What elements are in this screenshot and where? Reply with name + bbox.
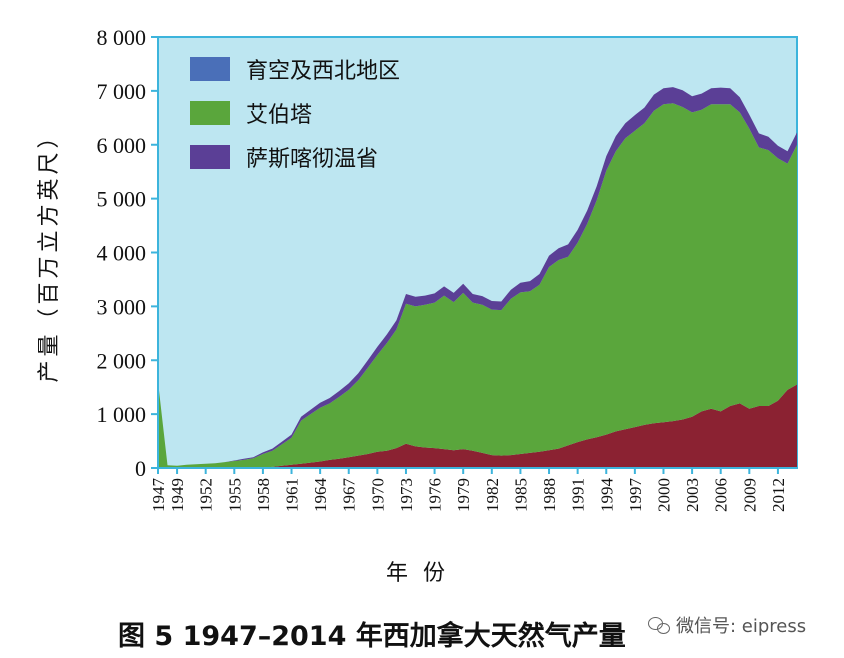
x-tick-label: 1994 xyxy=(597,478,616,513)
x-tick-label: 1979 xyxy=(454,478,473,512)
x-tick-label: 1985 xyxy=(511,478,530,512)
watermark: 微信号: eipress xyxy=(648,612,806,638)
x-axis: 1947 1949 1952 1955 1958 1961 1964 1967 1970 1973… xyxy=(149,467,797,513)
watermark-text: 微信号: eipress xyxy=(676,616,807,637)
x-tick-label: 2000 xyxy=(655,478,674,512)
x-tick-label: 1997 xyxy=(626,478,645,513)
wechat-icon xyxy=(648,617,670,634)
y-tick-label: 0 xyxy=(135,456,146,481)
legend-label: 艾伯塔 xyxy=(246,103,312,128)
x-tick-label: 1991 xyxy=(569,478,588,512)
legend-swatch xyxy=(190,145,230,169)
chart-svg: 0 1 000 2 000 3 000 4 000 5 000 6 000 7 000 8 00… xyxy=(37,25,798,586)
x-tick-label: 1955 xyxy=(225,478,244,512)
x-tick-label: 1982 xyxy=(483,478,502,512)
legend-swatch xyxy=(190,101,230,125)
y-axis: 0 1 000 2 000 3 000 4 000 5 000 6 000 7 000 8 00… xyxy=(97,25,159,481)
x-tick-label: 1947 xyxy=(149,478,168,513)
area-series-group xyxy=(158,87,797,469)
x-tick-label: 1988 xyxy=(540,478,559,512)
y-tick-label: 6 000 xyxy=(97,133,147,158)
x-tick-label: 1961 xyxy=(283,478,302,512)
y-tick-label: 4 000 xyxy=(97,241,147,266)
x-tick-label: 1970 xyxy=(368,478,387,512)
area-series-1 xyxy=(158,103,797,469)
x-axis-label: 年 份 xyxy=(386,561,449,586)
figure-caption: 图 5 1947–2014 年西加拿大天然气产量 xyxy=(118,621,626,652)
x-tick-label: 1973 xyxy=(397,478,416,512)
y-axis-label: 产量（百万立方英尺） xyxy=(37,122,62,382)
x-tick-label: 2009 xyxy=(740,478,759,512)
y-tick-label: 7 000 xyxy=(97,79,147,104)
legend-swatch xyxy=(190,57,230,81)
x-tick-label: 1967 xyxy=(340,478,359,513)
x-tick-label: 2012 xyxy=(769,478,788,512)
y-tick-label: 1 000 xyxy=(97,402,147,427)
area-series-0 xyxy=(158,384,797,468)
x-tick-label: 1952 xyxy=(197,478,216,512)
x-tick-label: 2006 xyxy=(712,478,731,512)
y-tick-label: 3 000 xyxy=(97,294,147,319)
legend-label: 育空及西北地区 xyxy=(246,59,400,84)
x-tick-label: 1976 xyxy=(426,478,445,512)
x-tick-label: 2003 xyxy=(683,478,702,512)
y-tick-label: 2 000 xyxy=(97,348,147,373)
legend-label: 萨斯喀彻温省 xyxy=(246,147,378,172)
y-tick-label: 5 000 xyxy=(97,187,147,212)
x-tick-label: 1949 xyxy=(168,478,187,512)
x-tick-label: 1964 xyxy=(311,478,330,513)
x-tick-label: 1958 xyxy=(254,478,273,512)
figure-caption-bar: 图 5 1947–2014 年西加拿大天然气产量 xyxy=(0,608,844,652)
y-tick-label: 8 000 xyxy=(97,25,147,50)
